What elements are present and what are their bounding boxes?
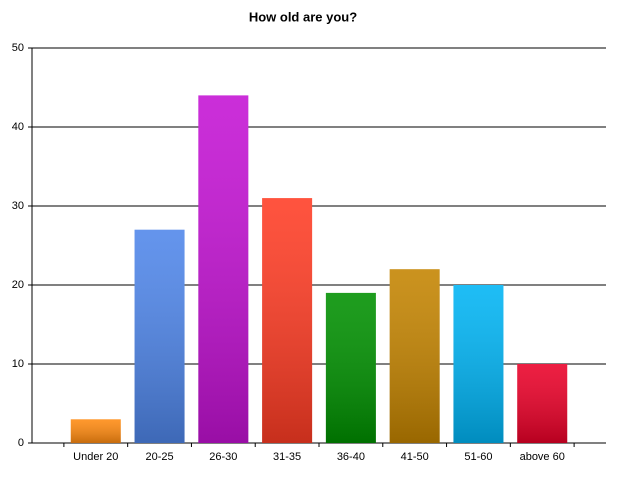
y-tick-label: 50 — [12, 42, 24, 54]
x-tick-label: 36-40 — [337, 451, 365, 463]
bar-shade — [389, 269, 440, 443]
bar-shade — [517, 364, 568, 443]
chart-title: How old are you? — [249, 9, 357, 24]
bar-shade — [325, 292, 376, 443]
bar-shade — [262, 198, 313, 443]
y-tick-label: 10 — [12, 358, 24, 370]
x-tick-label: 26-30 — [209, 451, 237, 463]
x-tick-label: 20-25 — [145, 451, 173, 463]
x-tick-label: Under 20 — [73, 451, 118, 463]
bar-shade — [134, 229, 185, 443]
bar-shade — [198, 95, 249, 444]
bar-shade — [453, 285, 504, 443]
x-tick-label: 41-50 — [401, 451, 429, 463]
bar-shade — [70, 419, 121, 443]
x-tick-label: above 60 — [520, 451, 565, 463]
x-tick-label: 51-60 — [464, 451, 492, 463]
y-tick-label: 40 — [12, 121, 24, 133]
y-tick-label: 30 — [12, 200, 24, 212]
y-tick-label: 0 — [18, 437, 24, 449]
x-tick-label: 31-35 — [273, 451, 301, 463]
y-tick-label: 20 — [12, 279, 24, 291]
